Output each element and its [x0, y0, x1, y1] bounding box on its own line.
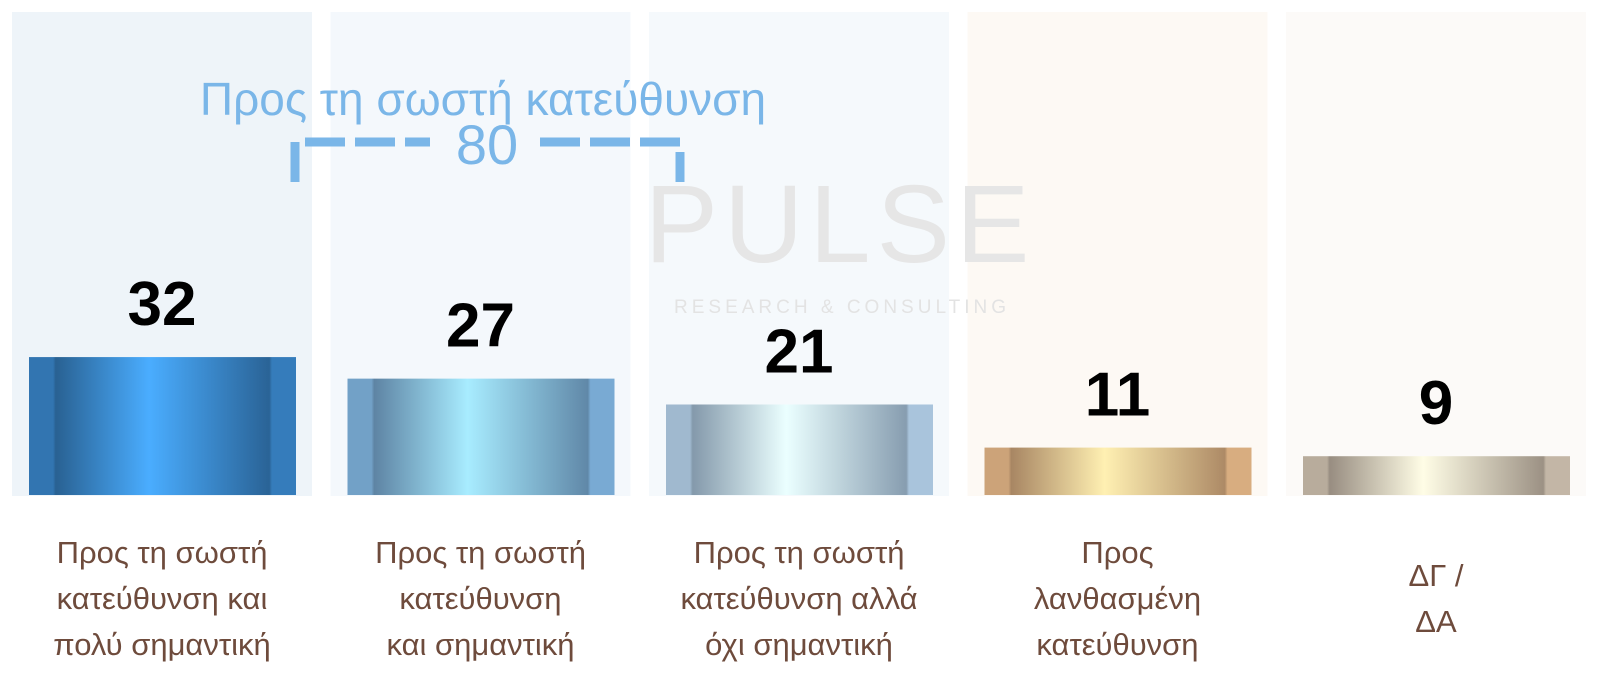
bar — [29, 357, 296, 495]
value-label: 11 — [1085, 361, 1151, 430]
value-label: 21 — [765, 317, 834, 386]
bar — [1303, 456, 1570, 495]
category-label: Προς τη σωστή κατεύθυνση και πολύ σημαντ… — [53, 535, 271, 662]
annotation-text: Προς τη σωστή κατεύθυνση — [200, 73, 766, 125]
bar — [984, 447, 1252, 495]
watermark-subtitle: RESEARCH & CONSULTING — [674, 297, 1010, 318]
category-label: Προς τη σωστή κατεύθυνση αλλά όχι σημαντ… — [680, 535, 918, 662]
annotation-bracket — [290, 137, 685, 182]
watermark-title: PULSE — [645, 163, 1036, 286]
value-label: 27 — [446, 292, 515, 361]
column-background — [1286, 12, 1586, 496]
column-background — [967, 12, 1268, 496]
category-label: Προς λανθασμένη κατεύθυνση — [1033, 535, 1202, 662]
category-label: Προς τη σωστή κατεύθυνση και σημαντική — [375, 535, 586, 662]
bracket-left — [290, 137, 430, 182]
value-label: 9 — [1419, 369, 1453, 438]
bar — [347, 378, 615, 495]
bracket-right — [540, 137, 685, 182]
bar — [666, 404, 933, 495]
value-label: 32 — [128, 270, 197, 339]
annotation-value: 80 — [456, 113, 518, 176]
category-label: ΔΓ / ΔΑ — [1408, 558, 1464, 639]
